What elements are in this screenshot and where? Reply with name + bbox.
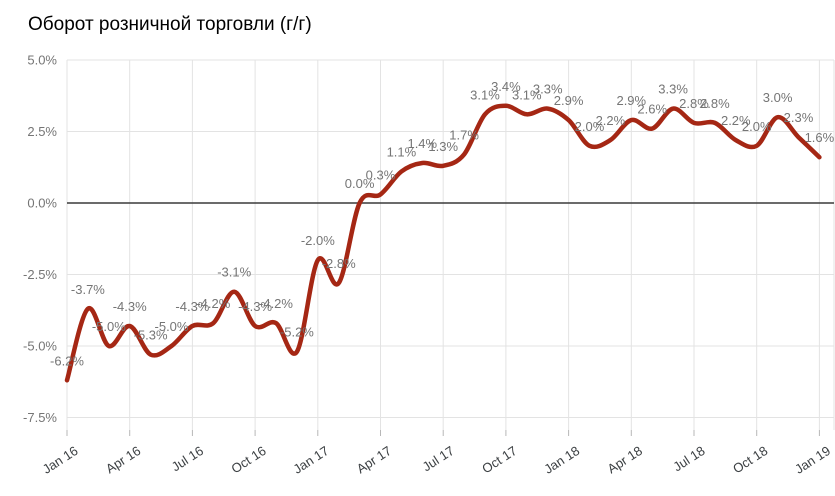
point-label: 1.7%	[449, 127, 479, 142]
x-axis-label: Jul 17	[420, 443, 457, 474]
point-label: 2.8%	[679, 96, 709, 111]
point-label: 2.2%	[596, 113, 626, 128]
point-label: 3.0%	[763, 90, 793, 105]
point-label: -4.3%	[238, 299, 272, 314]
y-axis-label: 2.5%	[27, 124, 57, 139]
point-label: -5.2%	[280, 325, 314, 340]
y-axis-label: -7.5%	[23, 410, 57, 425]
series-line	[64, 103, 822, 383]
point-label: 2.8%	[700, 96, 730, 111]
x-axis-label: Jan 18	[541, 443, 582, 477]
y-axis-labels: 5.0% 2.5% 0.0% -2.5% -5.0% -7.5%	[23, 53, 57, 426]
x-axis-ticks	[66, 430, 820, 436]
horizontal-gridlines	[67, 59, 834, 418]
x-axis-label: Apr 16	[103, 443, 143, 476]
point-label: 2.6%	[637, 102, 667, 117]
x-axis-label: Oct 17	[479, 443, 519, 476]
point-label: 3.1%	[512, 87, 542, 102]
y-axis-label: 5.0%	[27, 53, 57, 68]
x-axis-label: Oct 18	[730, 443, 770, 476]
x-axis-label: Apr 17	[354, 443, 394, 476]
x-axis-label: Jul 18	[670, 443, 707, 474]
point-label: -5.3%	[134, 328, 168, 343]
y-axis-label: -2.5%	[23, 267, 57, 282]
chart-title: Оборот розничной торговли (г/г)	[28, 14, 312, 35]
point-label: -5.0%	[92, 319, 126, 334]
x-axis-labels: Jan 16 Apr 16 Jul 16 Oct 16 Jan 17 Apr 17 Jul …	[40, 443, 833, 477]
point-label: -4.3%	[175, 299, 209, 314]
x-axis-label: Jan 17	[291, 443, 332, 477]
point-label: 2.3%	[784, 110, 814, 125]
point-label: 0.0%	[345, 176, 375, 191]
vertical-gridlines	[66, 60, 835, 430]
point-label: 1.4%	[407, 136, 437, 151]
point-label: -6.2%	[50, 353, 84, 368]
point-label: -3.7%	[71, 282, 105, 297]
point-label: -4.2%	[196, 296, 230, 311]
x-axis-label: Jul 16	[169, 443, 206, 474]
point-label: 3.4%	[491, 79, 521, 94]
point-label: -2.0%	[301, 233, 335, 248]
point-label: -4.2%	[259, 296, 293, 311]
point-label: 1.6%	[805, 130, 835, 145]
point-labels: -6.2%-3.7%-5.0%-4.3%-5.3%-5.0%-4.3%-4.2%…	[50, 79, 835, 368]
point-label: 0.3%	[366, 167, 396, 182]
point-label: -4.3%	[113, 299, 147, 314]
point-label: -5.0%	[155, 319, 189, 334]
point-label: 2.9%	[554, 93, 584, 108]
point-label: -3.1%	[217, 265, 251, 280]
point-label: 2.9%	[616, 93, 646, 108]
point-label: 2.0%	[575, 119, 605, 134]
point-label: 1.3%	[428, 139, 458, 154]
y-axis-label: 0.0%	[27, 196, 57, 211]
point-label: 2.0%	[742, 119, 772, 134]
x-axis-label: Oct 16	[228, 443, 268, 476]
x-axis-label: Jan 16	[40, 443, 81, 477]
point-label: -2.8%	[322, 256, 356, 271]
y-axis-label: -5.0%	[23, 339, 57, 354]
point-label: 1.1%	[387, 145, 417, 160]
x-axis-label: Jan 19	[792, 443, 833, 477]
x-axis-label: Apr 18	[605, 443, 645, 476]
point-label: 3.3%	[658, 82, 688, 97]
point-label: 3.3%	[533, 82, 563, 97]
point-label: 3.1%	[470, 87, 500, 102]
point-label: 2.2%	[721, 113, 751, 128]
